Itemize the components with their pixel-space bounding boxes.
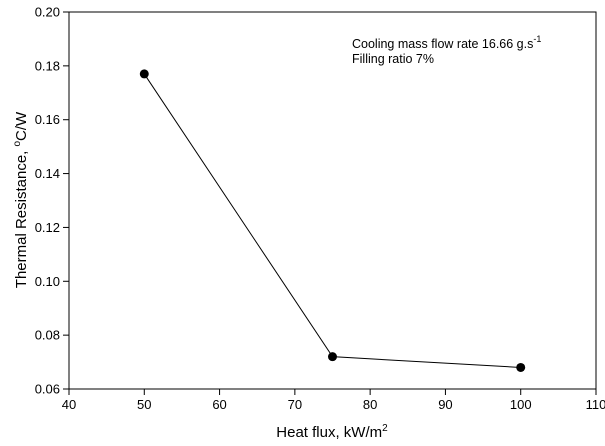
series-line xyxy=(143,73,521,368)
x-tick-label: 70 xyxy=(288,397,302,412)
series-group xyxy=(139,69,526,372)
x-tick-label: 40 xyxy=(62,397,76,412)
y-axis-title: Thermal Resistance, oC/W xyxy=(12,111,30,288)
data-point xyxy=(139,69,149,79)
y-tick-label: 0.18 xyxy=(35,58,60,73)
x-axis-title-superscript: 2 xyxy=(382,423,388,434)
data-point xyxy=(516,362,526,372)
x-axis-title: Heat flux, kW/m2 xyxy=(276,423,388,441)
x-tick-label: 80 xyxy=(363,397,377,412)
x-tick-label: 110 xyxy=(586,397,605,412)
x-tick-label: 100 xyxy=(510,397,532,412)
annotation-line-2: Filling ratio 7% xyxy=(352,52,434,66)
y-tick-label: 0.06 xyxy=(35,382,60,397)
y-tick-label: 0.08 xyxy=(35,328,60,343)
plot-frame xyxy=(68,11,597,390)
y-tick-label: 0.20 xyxy=(35,5,60,20)
y-axis-ticks: 0.06 0.08 0.10 0.12 0.14 0.16 0.18 0.20 xyxy=(35,5,69,397)
y-tick-label: 0.10 xyxy=(35,274,60,289)
annotation-line-1: Cooling mass flow rate 16.66 g.s-1 xyxy=(352,34,541,51)
y-tick-label: 0.14 xyxy=(35,166,60,181)
y-tick-label: 0.16 xyxy=(35,112,60,127)
data-point xyxy=(328,352,337,362)
y-tick-label: 0.12 xyxy=(35,220,60,235)
y-axis-title-superscript: o xyxy=(12,141,23,147)
x-tick-label: 50 xyxy=(137,397,151,412)
x-axis-ticks: 40 50 60 70 80 90 100 110 xyxy=(62,389,605,412)
x-tick-label: 60 xyxy=(212,397,226,412)
x-tick-label: 90 xyxy=(438,397,452,412)
annotation-line-1-superscript: -1 xyxy=(533,34,541,44)
